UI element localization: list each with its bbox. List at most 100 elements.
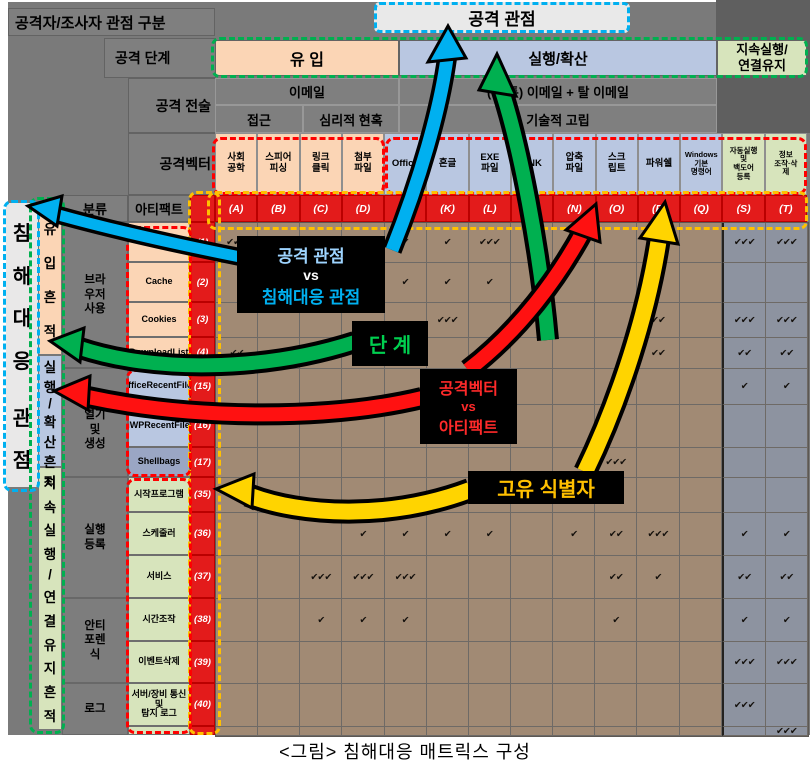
classification-cell: 브라 우저 사용 bbox=[62, 222, 128, 368]
matrix-cell-P: ✔ bbox=[637, 223, 680, 263]
vector-col-P: 파워쉘 bbox=[637, 133, 681, 195]
trace-char: 실 bbox=[43, 360, 57, 375]
matrix-cell-N bbox=[553, 263, 596, 303]
row-number-cell: (37) bbox=[190, 555, 215, 598]
artifact-cell: Shellbags bbox=[128, 447, 190, 477]
matrix-cell-B bbox=[258, 684, 301, 727]
matrix-row: ✔✔✔✔✔✔ bbox=[216, 599, 808, 642]
matrix-cell-T bbox=[765, 405, 808, 448]
callout-view-line3: 침해대응 관점 bbox=[261, 287, 361, 307]
matrix-cell-C bbox=[300, 513, 343, 556]
matrix-cell-Q bbox=[679, 727, 722, 736]
trace-char: 적 bbox=[43, 475, 57, 490]
artifact-cell: Cache bbox=[128, 262, 190, 302]
matrix-cell-J: ✔ bbox=[384, 513, 427, 556]
matrix-cell-K bbox=[426, 478, 469, 513]
column-letter-L: (L) bbox=[468, 195, 511, 222]
matrix-cell-N bbox=[553, 642, 596, 684]
vector-col-T: 정보 조작·삭 제 bbox=[764, 133, 807, 195]
artifact-cell: 시작프로그램 bbox=[128, 477, 190, 512]
vector-col-A: 사회 공학 bbox=[215, 133, 258, 195]
corner-header: 공격자/조사자 관점 구분 bbox=[8, 8, 215, 36]
matrix-cell-P bbox=[637, 369, 680, 405]
callout-view-comparison: 공격 관점 vs 침해대응 관점 bbox=[237, 236, 385, 313]
matrix-cell-Q bbox=[679, 684, 722, 727]
vector-col-O: 스크 립트 bbox=[595, 133, 638, 195]
artifact-cell: 이벤트삭제 bbox=[128, 641, 190, 683]
matrix-cell-C bbox=[300, 684, 343, 727]
matrix-cell-O bbox=[595, 223, 638, 263]
matrix-cell-B bbox=[258, 369, 301, 405]
vector-col-L: EXE 파일 bbox=[468, 133, 511, 195]
trace-char: 지 bbox=[43, 475, 57, 491]
trace-char: 흔 bbox=[43, 685, 57, 701]
column-letter-O: (O) bbox=[595, 195, 638, 222]
attack-view-label: 공격 관점 bbox=[468, 10, 536, 29]
matrix-cell-K bbox=[426, 338, 469, 369]
vector-col-B: 스피어 피싱 bbox=[257, 133, 300, 195]
matrix-cell-P bbox=[637, 405, 680, 448]
callout-vector-line3: 아티팩트 bbox=[439, 420, 498, 437]
trace-char: 행 bbox=[43, 547, 57, 563]
matrix-row: ✔✔✔✔✔✔✔✔✔✔✔✔✔✔ bbox=[216, 338, 808, 369]
vector-col-K: 흔글 bbox=[426, 133, 469, 195]
matrix-cell-P: ✔ bbox=[637, 556, 680, 599]
trace-char: 유 bbox=[43, 637, 57, 653]
matrix-cell-D bbox=[342, 369, 385, 405]
matrix-cell-L: ✔ bbox=[468, 513, 511, 556]
trace-char: 연 bbox=[43, 589, 57, 605]
attack-stage-header: 공격 단계 bbox=[104, 38, 216, 78]
matrix-cell-D: ✔✔✔ bbox=[342, 556, 385, 599]
matrix-cell-M bbox=[510, 642, 554, 684]
matrix-cell-A bbox=[216, 556, 259, 599]
row-number-cell bbox=[190, 726, 215, 735]
vector-col-J: Office bbox=[384, 133, 427, 195]
matrix-cell-S: ✔✔ bbox=[721, 338, 766, 369]
classification-cell: 로그 bbox=[62, 683, 128, 735]
matrix-cell-T: ✔ bbox=[765, 513, 808, 556]
matrix-cell-M bbox=[510, 223, 554, 263]
matrix-cell-C bbox=[300, 642, 343, 684]
matrix-cell-M bbox=[510, 303, 554, 338]
trace-char: 실 bbox=[43, 523, 57, 539]
matrix-cell-T bbox=[765, 684, 808, 727]
matrix-cell-O bbox=[595, 303, 638, 338]
trace-char: 적 bbox=[43, 709, 57, 725]
row-number-column: (1) (2) (3) (4) (15) (16) (17) (35) (36) (37) (38)… bbox=[190, 222, 215, 735]
column-letter-P: (P) bbox=[637, 195, 681, 222]
callout-vector-line1: 공격벡터 bbox=[439, 381, 498, 398]
matrix-cell-N bbox=[553, 727, 596, 736]
callout-stage: 단 계 bbox=[352, 321, 428, 366]
artifact-cell: Cookies bbox=[128, 302, 190, 337]
matrix-cell-C bbox=[300, 478, 343, 513]
matrix-cell-S: ✔ bbox=[721, 599, 766, 642]
corner-header-label: 공격자/조사자 관점 구분 bbox=[15, 14, 166, 32]
stage-persist: 지속실행/ 연결유지 bbox=[717, 40, 807, 76]
matrix-cell-Q bbox=[679, 369, 722, 405]
matrix-cell-A bbox=[216, 599, 259, 642]
row-number-cell: (1) bbox=[190, 222, 215, 262]
matrix-cell-Q bbox=[679, 599, 722, 642]
trace-char: 지 bbox=[43, 661, 57, 677]
trace-char: 적 bbox=[43, 324, 57, 339]
matrix-cell-L bbox=[468, 642, 511, 684]
row-number-cell: (3) bbox=[190, 302, 215, 337]
matrix-cell-N bbox=[553, 599, 596, 642]
trace-cell: 실 행 / 확 산 흔 적 bbox=[38, 355, 62, 490]
matrix-row: ✔ ✔ ✔ ✔ ✔ ✔✔ ✔✔✔ ✔ ✔ bbox=[216, 513, 808, 556]
matrix-cell-M bbox=[510, 369, 554, 405]
trace-cell: 지 속 실 행 / 연 결 유 지 흔 적 bbox=[38, 467, 62, 730]
matrix-cell-P bbox=[637, 642, 680, 684]
matrix-cell-Q bbox=[679, 556, 722, 599]
trace-char: 속 bbox=[43, 499, 57, 515]
matrix-cell-S bbox=[721, 727, 766, 736]
response-view-char: 점 bbox=[12, 450, 32, 473]
row-number-cell: (39) bbox=[190, 641, 215, 683]
matrix-cell-N bbox=[553, 303, 596, 338]
matrix-cell-O bbox=[595, 727, 638, 736]
column-letter-B: (B) bbox=[257, 195, 300, 222]
tactic-approach-label: 접근 bbox=[247, 112, 271, 128]
matrix-cell-C: ✔ bbox=[300, 599, 343, 642]
matrix-cell-N bbox=[553, 369, 596, 405]
